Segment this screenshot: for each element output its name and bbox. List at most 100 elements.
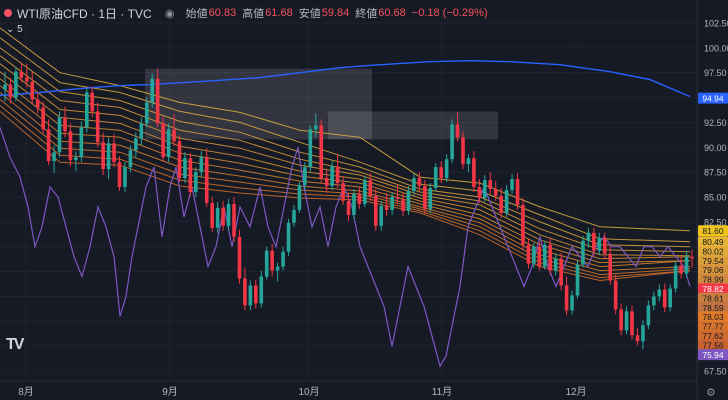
candle-body xyxy=(575,264,580,296)
candle-body xyxy=(243,278,247,306)
candle-body xyxy=(466,158,471,165)
candle-body xyxy=(128,150,133,168)
y-tick-label: 92.50 xyxy=(704,118,727,128)
candle-body xyxy=(324,178,329,187)
candle-body xyxy=(668,288,672,308)
x-tick-label: 8月 xyxy=(18,386,34,398)
candle-body xyxy=(510,179,514,191)
candle-body xyxy=(613,280,618,310)
candle-body xyxy=(177,141,182,179)
price-badge-label: 78.99 xyxy=(702,275,724,285)
y-tick-label: 97.50 xyxy=(704,68,727,78)
y-tick-label: 82.50 xyxy=(704,217,727,227)
candle-body xyxy=(450,124,454,160)
symbol-title[interactable]: WTI原油CFD · 1日 · TVC xyxy=(17,6,152,21)
candle-body xyxy=(134,138,138,151)
candle-body xyxy=(46,129,51,162)
candle-body xyxy=(264,250,269,277)
candle-body xyxy=(52,152,56,162)
chart-header: WTI原油CFD · 1日 · TVC ◉ 始値 60.83 高値 61.68 安値… xyxy=(0,0,494,26)
candle-body xyxy=(379,205,384,226)
candle-body xyxy=(25,77,29,82)
x-tick-label: 10月 xyxy=(298,386,319,398)
price-badge-label: 78.61 xyxy=(702,293,724,303)
price-badge-label: 79.06 xyxy=(702,265,724,275)
candle-body xyxy=(553,258,558,271)
candle-body xyxy=(646,305,651,326)
price-badge-label: 80.02 xyxy=(702,246,724,256)
candle-body xyxy=(662,289,667,308)
candle-body xyxy=(592,232,596,251)
candle-body xyxy=(526,244,531,264)
candle-body xyxy=(57,117,62,153)
candle-body xyxy=(433,167,438,189)
candle-body xyxy=(270,250,274,271)
candle-body xyxy=(368,180,373,196)
price-badge-label: 75.94 xyxy=(702,350,724,360)
ma-ribbon-line xyxy=(0,47,691,248)
candle-body xyxy=(624,311,629,331)
candle-body xyxy=(194,172,198,193)
candle-body xyxy=(74,157,78,161)
candle-body xyxy=(41,107,45,130)
price-badge-label: 77.77 xyxy=(702,322,724,332)
candle-body xyxy=(346,200,351,215)
candle-body xyxy=(183,158,187,179)
candle-body xyxy=(390,196,394,210)
price-badge xyxy=(698,92,728,104)
candle-body xyxy=(232,203,236,237)
x-tick-label: 9月 xyxy=(162,386,178,398)
candle-body xyxy=(630,311,634,336)
candle-body xyxy=(444,159,449,179)
candle-body xyxy=(679,265,683,274)
price-badge-label: 78.03 xyxy=(702,312,724,322)
candle-body xyxy=(461,137,465,165)
candle-body xyxy=(117,162,122,188)
candle-body xyxy=(259,276,264,304)
study-toggle[interactable]: ⌄ 5 xyxy=(6,24,23,35)
price-badge xyxy=(698,292,728,304)
gear-icon[interactable]: ⚙ xyxy=(706,387,716,399)
supply-zone xyxy=(145,68,372,140)
tradingview-logo[interactable]: TV xyxy=(6,336,25,353)
open-value: 60.83 xyxy=(208,7,237,19)
candle-body xyxy=(488,180,493,190)
chevron-down-icon: ⌄ xyxy=(6,24,15,35)
y-tick-label: 87.50 xyxy=(704,168,727,178)
candle-body xyxy=(221,207,225,226)
candle-body xyxy=(308,129,313,168)
candle-body xyxy=(106,143,111,170)
price-badge xyxy=(698,236,728,248)
candle-body xyxy=(155,78,160,124)
status-dot xyxy=(4,9,12,17)
candle-body xyxy=(608,253,613,281)
candle-body xyxy=(319,125,324,179)
candle-body xyxy=(335,166,340,184)
candle-body xyxy=(188,158,193,193)
candle-body xyxy=(477,187,482,198)
candle-body xyxy=(521,204,525,245)
candle-body xyxy=(30,81,35,100)
price-badge-label: 81.60 xyxy=(702,226,724,236)
candle-body xyxy=(112,143,116,163)
open-label: 始値 xyxy=(185,8,208,20)
high-value: 61.68 xyxy=(265,7,293,19)
candle-body xyxy=(412,178,416,192)
candle-body xyxy=(144,102,149,124)
price-badge xyxy=(698,339,728,351)
candle-body xyxy=(542,244,547,267)
close-label: 終値 xyxy=(355,8,378,20)
ma-ribbon-line xyxy=(0,55,691,253)
candle-body xyxy=(532,246,536,264)
price-badge xyxy=(698,264,728,276)
y-tick-label: 100.00 xyxy=(704,43,728,53)
price-badge xyxy=(698,302,728,314)
eye-icon[interactable]: ◉ xyxy=(164,7,175,20)
candle-body xyxy=(417,178,422,187)
candle-body xyxy=(357,194,362,204)
candle-body xyxy=(684,256,689,274)
candle-body xyxy=(619,309,623,331)
candle-body xyxy=(384,205,389,210)
price-badge-label: 94.94 xyxy=(702,93,724,103)
